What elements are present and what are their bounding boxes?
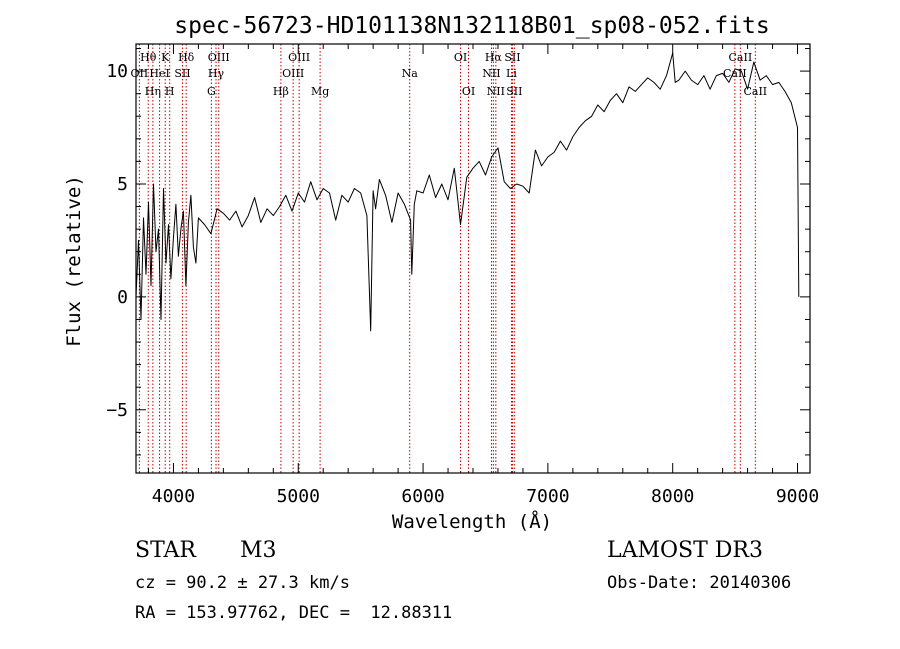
spectral-line-label: Hθ xyxy=(140,51,157,64)
spectral-line-label: K xyxy=(161,51,170,64)
redshift-velocity: cz = 90.2 ± 27.3 km/s xyxy=(135,573,350,593)
x-tick-label: 8000 xyxy=(651,486,694,507)
spectral-line-labels: OII Hθ Hη HeI K H SII Hδ G Hγ OIII Hβ OIII OIII Mg Na OI… xyxy=(131,51,768,98)
spectral-line-label: Hδ xyxy=(178,51,195,64)
spectral-line-label: SII xyxy=(506,85,522,98)
plot-axes: 4000 5000 6000 7000 8000 9000 −5 0 5 10 xyxy=(106,43,819,507)
spectrum-series xyxy=(135,52,800,332)
spectral-line-label: Hγ xyxy=(208,67,225,80)
spectral-line-markers xyxy=(138,44,756,473)
chart-title: spec-56723-HD101138N132118B01_sp08-052.f… xyxy=(174,13,769,39)
x-axis-label: Wavelength (Å) xyxy=(392,510,552,533)
y-tick-label: 10 xyxy=(106,61,128,82)
spectral-line-label: HeI xyxy=(149,67,169,80)
spectral-line-label: Hα xyxy=(485,51,503,64)
spectral-line-label: OIII xyxy=(208,51,230,64)
x-tick-label: 7000 xyxy=(526,486,569,507)
plot-frame xyxy=(135,43,811,474)
spectral-line-label: Mg xyxy=(311,85,329,98)
y-axis-label: Flux (relative) xyxy=(63,175,85,347)
y-tick-label: −5 xyxy=(106,400,128,421)
observation-date: Obs-Date: 20140306 xyxy=(607,573,792,593)
spectral-line-label: SII xyxy=(174,67,190,80)
spectral-line-label: G xyxy=(207,85,216,98)
spectrum-line xyxy=(135,52,800,332)
spectral-line-label: SII xyxy=(504,51,520,64)
y-tick-label: 5 xyxy=(117,174,128,195)
object-subclass: M3 xyxy=(240,538,277,563)
spectral-line-label: OI xyxy=(454,51,467,64)
spectral-line-label: NII xyxy=(482,67,500,80)
spectral-line-label: OIII xyxy=(288,51,310,64)
spectral-line-label: OI xyxy=(462,85,475,98)
spectral-line-label: OII xyxy=(131,67,149,80)
spectral-line-label: Li xyxy=(506,67,517,80)
spectral-line-label: Hη xyxy=(145,85,161,98)
spectral-line-label: CaII xyxy=(729,51,753,64)
spectral-line-label: OIII xyxy=(282,67,304,80)
x-tick-label: 5000 xyxy=(277,486,320,507)
spectral-line-label: Hβ xyxy=(273,85,289,98)
x-tick-label: 4000 xyxy=(152,486,195,507)
x-tick-label: 6000 xyxy=(401,486,444,507)
x-tick-label: 9000 xyxy=(776,486,819,507)
object-class: STAR xyxy=(135,538,196,563)
spectral-line-label: H xyxy=(165,85,175,98)
survey-name: LAMOST DR3 xyxy=(607,538,763,563)
spectral-line-label: CaII xyxy=(723,67,747,80)
y-tick-label: 0 xyxy=(117,287,128,308)
spectral-line-label: CaII xyxy=(743,85,767,98)
sky-coordinates: RA = 153.97762, DEC = 12.88311 xyxy=(135,603,453,623)
spectral-line-label: Na xyxy=(402,67,419,80)
spectral-line-label: NII xyxy=(487,85,505,98)
